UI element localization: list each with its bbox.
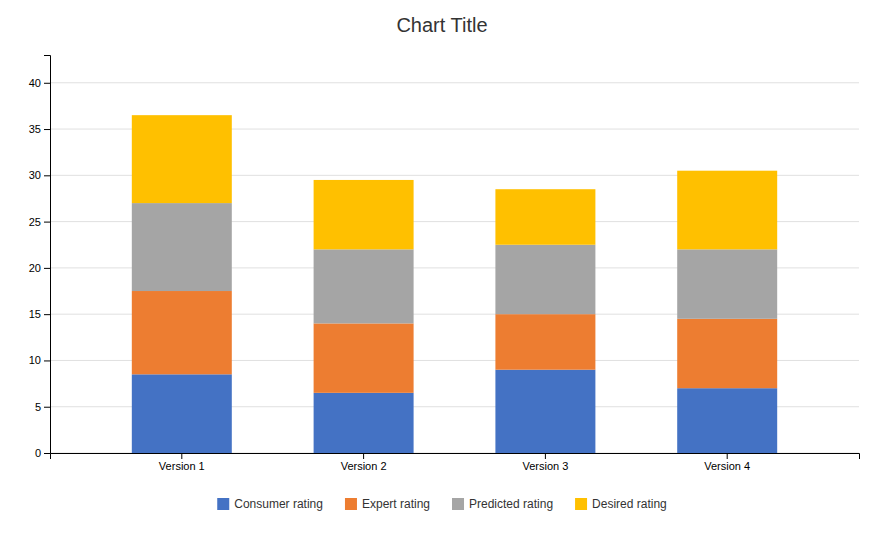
y-tick-label: 20 xyxy=(29,262,41,274)
x-tick-label: Version 2 xyxy=(341,460,387,472)
legend-swatch xyxy=(575,498,587,510)
bar xyxy=(495,189,595,245)
legend-swatch xyxy=(217,498,229,510)
bar xyxy=(132,291,232,374)
bar xyxy=(495,370,595,453)
bar xyxy=(677,319,777,388)
y-tick-mark xyxy=(44,222,50,223)
x-tick-label: Version 1 xyxy=(159,460,205,472)
bar xyxy=(677,171,777,250)
legend-label: Expert rating xyxy=(362,497,430,511)
bar xyxy=(132,203,232,291)
y-tick: 5 xyxy=(35,401,50,413)
bar xyxy=(132,115,232,203)
grid-line xyxy=(50,82,859,83)
y-tick-mark xyxy=(44,407,50,408)
y-tick-mark xyxy=(44,360,50,361)
legend-label: Predicted rating xyxy=(469,497,553,511)
y-tick-label: 0 xyxy=(35,447,41,459)
legend: Consumer rating Expert rating Predicted ra… xyxy=(217,497,667,511)
x-tick: Version 3 xyxy=(522,453,568,472)
legend-swatch xyxy=(452,498,464,510)
grid xyxy=(50,83,859,453)
legend-item: Consumer rating xyxy=(217,497,323,511)
x-tick: Version 1 xyxy=(159,453,205,472)
x-tick: Version 2 xyxy=(341,453,387,472)
y-tick-label: 25 xyxy=(29,216,41,228)
bar xyxy=(495,245,595,314)
y-tick-label: 40 xyxy=(29,77,41,89)
x-tick-mark xyxy=(181,453,182,459)
legend-label: Consumer rating xyxy=(234,497,323,511)
y-axis: 0 5 10 15 20 25 30 35 40 xyxy=(29,56,51,460)
y-tick-mark xyxy=(44,314,50,315)
y-tick: 20 xyxy=(29,262,50,274)
legend-swatch xyxy=(345,498,357,510)
y-tick: 40 xyxy=(29,77,50,89)
series xyxy=(132,115,777,249)
bar xyxy=(677,388,777,453)
legend-item: Expert rating xyxy=(345,497,430,511)
y-tick-label: 10 xyxy=(29,354,41,366)
y-tick-mark xyxy=(44,129,50,130)
y-tick-mark xyxy=(44,175,50,176)
x-tick-mark xyxy=(363,453,364,459)
bar xyxy=(314,323,414,392)
bar xyxy=(314,180,414,249)
y-tick-mark xyxy=(44,83,50,84)
bar xyxy=(677,249,777,318)
plot: 0510152025303540Version 1Version 2Versio… xyxy=(29,56,860,472)
y-tick-mark xyxy=(44,453,50,454)
bar xyxy=(132,374,232,453)
chart: Chart Title0510152025303540Version 1Vers… xyxy=(0,0,884,533)
x-tick: Version 4 xyxy=(704,453,750,472)
y-tick-label: 15 xyxy=(29,308,41,320)
y-tick: 10 xyxy=(29,354,50,366)
y-tick: 0 xyxy=(35,447,50,459)
legend-item: Desired rating xyxy=(575,497,667,511)
y-tick-label: 5 xyxy=(35,401,41,413)
bar xyxy=(314,249,414,323)
y-tick-mark xyxy=(44,268,50,269)
y-axis-line xyxy=(44,56,51,454)
y-tick: 30 xyxy=(29,169,50,181)
bar xyxy=(314,393,414,453)
y-tick: 35 xyxy=(29,123,50,135)
legend-label: Desired rating xyxy=(592,497,667,511)
y-tick-label: 30 xyxy=(29,169,41,181)
legend-item: Predicted rating xyxy=(452,497,553,511)
bar xyxy=(495,314,595,370)
x-tick-mark xyxy=(727,453,728,459)
x-tick-mark xyxy=(545,453,546,459)
y-tick-label: 35 xyxy=(29,123,41,135)
x-axis: Version 1 Version 2 Version 3 Version 4 xyxy=(51,453,860,472)
bars xyxy=(132,115,777,453)
x-tick-label: Version 3 xyxy=(522,460,568,472)
y-tick: 25 xyxy=(29,216,50,228)
x-tick-label: Version 4 xyxy=(704,460,750,472)
title: Chart Title xyxy=(396,14,487,36)
x-axis-line xyxy=(51,454,860,460)
y-tick: 15 xyxy=(29,308,50,320)
